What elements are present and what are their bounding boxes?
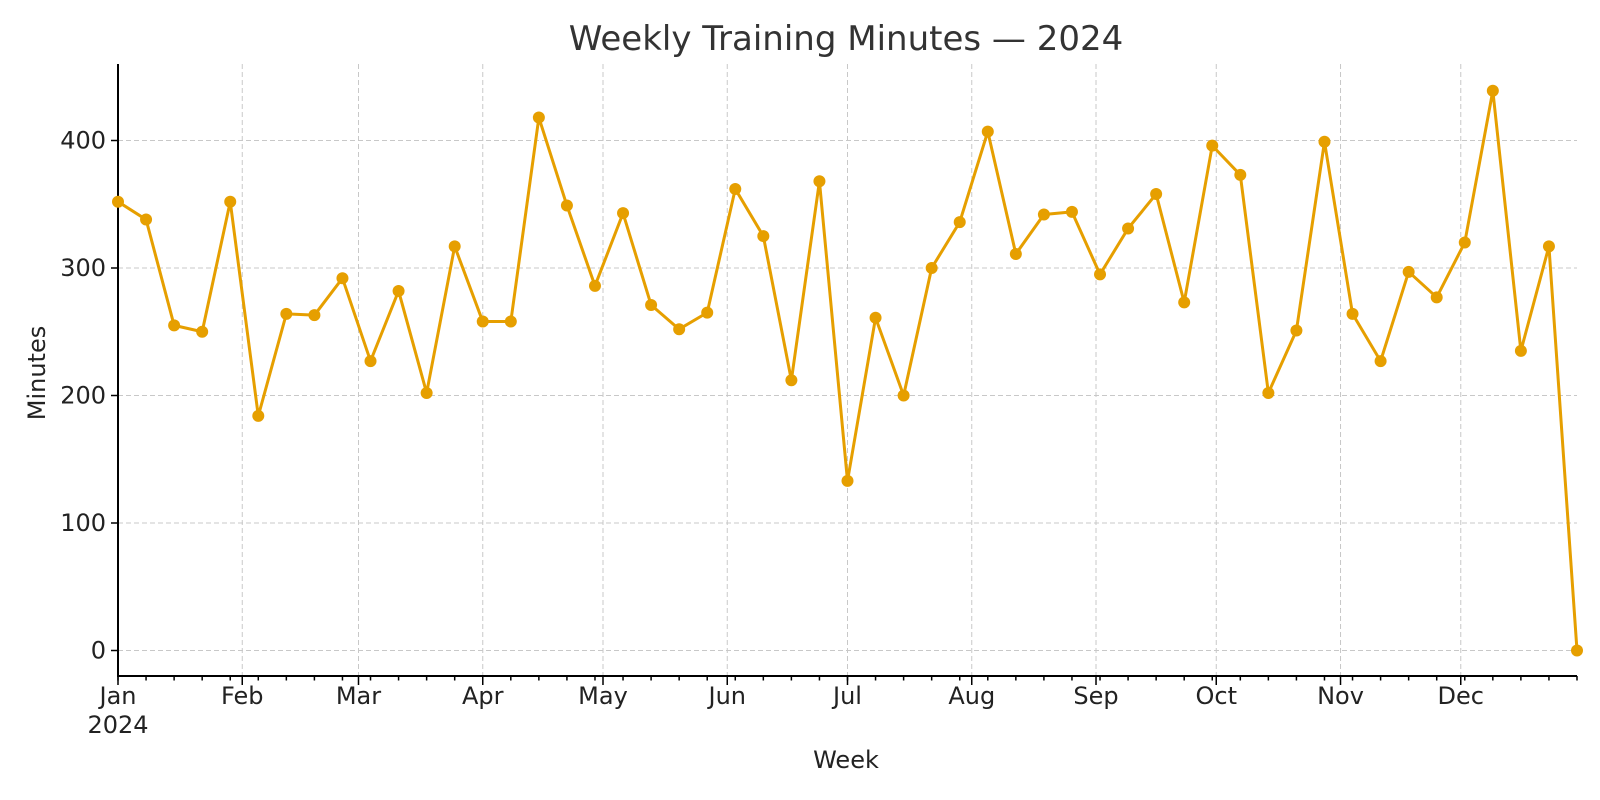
data-point: [1402, 265, 1415, 278]
data-point: [1514, 344, 1527, 357]
y-tick-label: 300: [60, 254, 106, 282]
data-point: [532, 111, 545, 124]
data-point: [140, 213, 153, 226]
x-tick-label: Oct: [1196, 682, 1238, 710]
y-axis-ticks: 0 100 200 300 400: [60, 127, 118, 665]
x-axis-label: Week: [813, 746, 879, 774]
data-point: [1065, 205, 1078, 218]
data-point: [168, 319, 181, 332]
data-point: [925, 262, 938, 274]
data-point: [1094, 268, 1107, 281]
x-tick-label: Apr: [462, 682, 504, 710]
data-point: [1150, 188, 1163, 201]
data-point: [645, 298, 658, 311]
data-point: [617, 207, 630, 220]
data-point: [953, 216, 966, 229]
data-point: [1318, 135, 1331, 148]
data-point: [112, 195, 124, 208]
series-group: [112, 84, 1583, 657]
data-point: [1542, 240, 1555, 253]
data-point: [504, 315, 517, 328]
chart-title: Weekly Training Minutes — 2024: [569, 19, 1123, 59]
data-point: [448, 240, 461, 253]
x-tick-label: Nov: [1317, 682, 1364, 710]
data-point: [1430, 291, 1443, 304]
y-tick-label: 100: [60, 509, 106, 537]
y-tick-label: 200: [60, 382, 106, 410]
data-point: [1178, 296, 1191, 309]
data-point: [196, 325, 209, 338]
data-point: [673, 323, 686, 336]
data-point: [1486, 84, 1499, 97]
data-point: [701, 306, 714, 319]
data-point: [1009, 247, 1022, 260]
data-point: [252, 409, 265, 422]
data-point: [1374, 355, 1387, 368]
data-point: [588, 279, 601, 292]
x-tick-label: Feb: [221, 682, 264, 710]
y-axis-label: Minutes: [23, 326, 51, 420]
data-point: [1037, 208, 1050, 221]
data-point: [1346, 307, 1359, 320]
y-tick-label: 0: [91, 637, 106, 665]
data-point: [785, 374, 798, 387]
y-tick-label: 400: [60, 127, 106, 155]
x-tick-label: Jul: [831, 682, 862, 710]
x-tick-label: Dec: [1438, 682, 1484, 710]
data-point: [1122, 222, 1135, 235]
data-point: [224, 195, 237, 208]
data-point: [813, 175, 826, 188]
data-point: [869, 311, 882, 324]
data-point: [757, 230, 770, 243]
data-point: [336, 272, 349, 285]
x-tick-sublabel: 2024: [87, 711, 148, 739]
data-point: [476, 315, 489, 328]
data-point: [1262, 386, 1275, 399]
data-point: [420, 386, 433, 399]
data-point: [729, 182, 742, 195]
x-tick-label: Aug: [948, 682, 995, 710]
data-point: [1290, 324, 1303, 337]
x-tick-label: Mar: [336, 682, 381, 710]
x-tick-label: Sep: [1073, 682, 1118, 710]
x-tick-label: Jan: [98, 682, 137, 710]
data-point: [1571, 644, 1583, 657]
data-point: [897, 389, 910, 402]
x-tick-label: Jun: [707, 682, 747, 710]
data-point: [981, 125, 994, 138]
data-point: [308, 309, 321, 322]
data-point: [392, 284, 405, 297]
data-point: [364, 355, 377, 368]
data-point: [1206, 139, 1219, 152]
x-tick-label: May: [578, 682, 628, 710]
data-point: [841, 474, 854, 487]
data-point: [1234, 168, 1247, 181]
grid: [117, 64, 1577, 676]
data-point: [1458, 236, 1471, 249]
data-point: [560, 199, 573, 212]
data-point: [280, 307, 293, 320]
